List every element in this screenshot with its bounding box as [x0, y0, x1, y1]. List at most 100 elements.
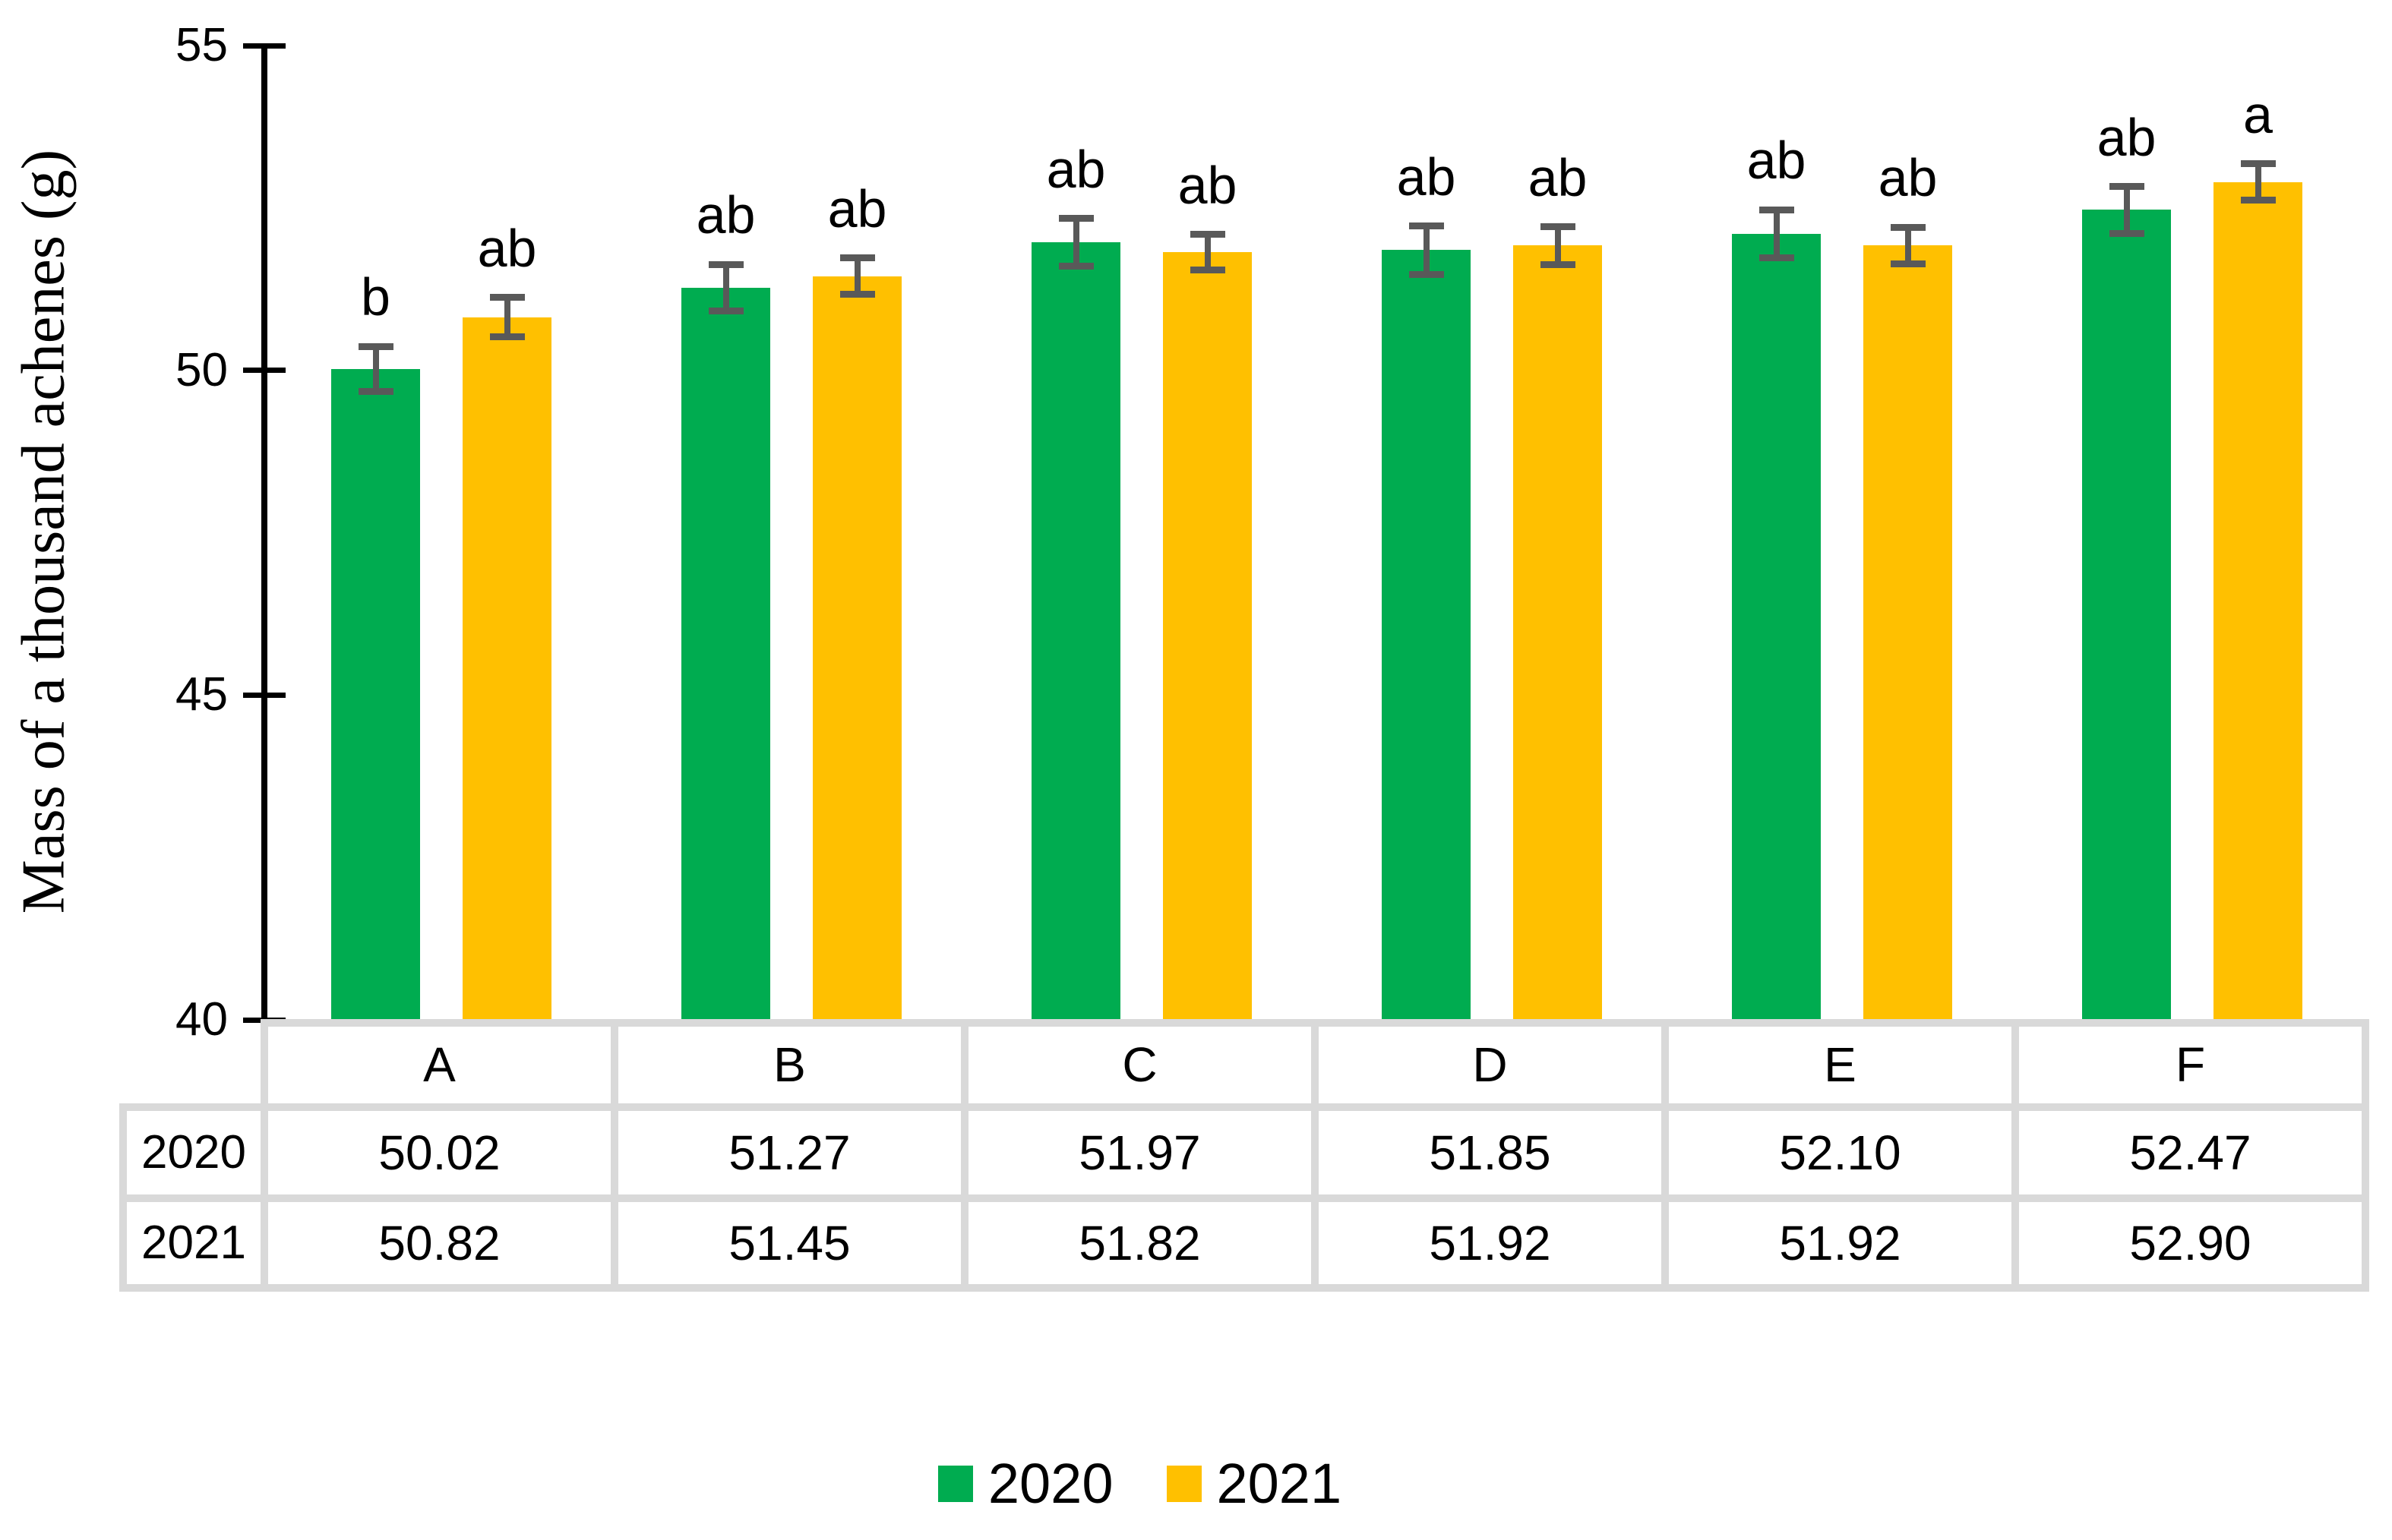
- bar-2020-E: [1732, 234, 1821, 1020]
- bar-2021-F: [2213, 181, 2302, 1020]
- error-bar-stem: [2123, 186, 2130, 234]
- legend-label-2020: 2020: [987, 1452, 1114, 1515]
- legend-swatch-2021: [1166, 1466, 1202, 1502]
- error-bar-cap-bottom: [1890, 260, 1926, 267]
- bar-2020-A: [331, 368, 420, 1020]
- legend-item-2021: 2021: [1166, 1452, 1342, 1515]
- sig-letter: ab: [2097, 107, 2157, 167]
- sig-letter: ab: [1177, 155, 1237, 215]
- error-bar-stem: [372, 346, 379, 392]
- table-row-label-2020: 2020: [141, 1126, 246, 1179]
- table-line: [2362, 1019, 2369, 1292]
- table-value-cell-2021-E: 51.92: [1779, 1216, 1901, 1270]
- table-header-cell-C: C: [1122, 1037, 1158, 1092]
- error-bar-cap-bottom: [1190, 266, 1225, 273]
- table-header-cell-B: B: [773, 1037, 806, 1092]
- y-axis-title: Mass of a thousand achenes (g): [10, 149, 77, 914]
- error-bar-cap-bottom: [489, 333, 525, 340]
- sig-letter: b: [361, 267, 390, 327]
- y-tick-label: 55: [175, 19, 228, 71]
- y-tick-label: 40: [175, 993, 228, 1046]
- table-header-cell-E: E: [1824, 1037, 1856, 1092]
- table-line: [119, 1103, 127, 1292]
- table-value-cell-2021-B: 51.45: [728, 1216, 851, 1270]
- sig-letter: a: [2243, 84, 2273, 144]
- sig-letter: ab: [1528, 147, 1588, 207]
- table-line: [611, 1019, 618, 1292]
- error-bar-stem: [504, 297, 510, 337]
- error-bar-stem: [1554, 226, 1561, 265]
- y-tick: [243, 692, 286, 698]
- table-value-cell-2020-B: 51.27: [728, 1125, 851, 1180]
- error-bar-stem: [722, 264, 729, 311]
- error-bar-cap-top: [1890, 223, 1926, 231]
- error-bar-cap-top: [2240, 160, 2276, 168]
- bar-2021-D: [1513, 245, 1602, 1020]
- error-bar-stem: [1204, 234, 1211, 270]
- error-bar-stem: [1073, 218, 1079, 267]
- table-value-cell-2020-D: 51.85: [1429, 1125, 1551, 1180]
- error-bar-stem: [1773, 210, 1780, 258]
- table-value-cell-2021-C: 51.82: [1079, 1216, 1201, 1270]
- table-header-cell-F: F: [2175, 1037, 2206, 1092]
- table-value-cell-2020-F: 52.47: [2129, 1125, 2251, 1180]
- bar-2020-C: [1032, 242, 1120, 1020]
- bar-2020-B: [681, 288, 770, 1020]
- table-value-cell-2020-C: 51.97: [1079, 1125, 1201, 1180]
- table-header-cell-D: D: [1472, 1037, 1508, 1092]
- legend-label-2021: 2021: [1216, 1452, 1342, 1515]
- table-row-label-2021: 2021: [141, 1217, 246, 1269]
- error-bar-cap-top: [839, 254, 875, 262]
- y-axis-line: [261, 46, 267, 1023]
- sig-letter: ab: [696, 185, 756, 245]
- y-tick: [243, 368, 286, 374]
- table-header-cell-A: A: [423, 1037, 456, 1092]
- error-bar-cap-bottom: [2240, 197, 2276, 204]
- table-line: [261, 1019, 268, 1292]
- error-bar-cap-top: [1408, 222, 1444, 230]
- bar-2021-C: [1163, 251, 1252, 1020]
- legend-swatch-2020: [937, 1466, 973, 1502]
- error-bar-cap-top: [358, 342, 393, 350]
- bar-2020-F: [2082, 210, 2171, 1020]
- sig-letter: ab: [1746, 131, 1806, 191]
- table-line: [1311, 1019, 1319, 1292]
- sig-letter: ab: [1396, 147, 1456, 207]
- table-line: [123, 1194, 2365, 1202]
- error-bar-cap-top: [489, 294, 525, 301]
- error-bar-stem: [854, 257, 861, 295]
- table-line: [123, 1103, 2365, 1111]
- error-bar-cap-top: [1540, 223, 1575, 231]
- table-line: [1661, 1019, 1669, 1292]
- table-line: [123, 1284, 2365, 1292]
- table-value-cell-2020-E: 52.10: [1779, 1125, 1901, 1180]
- legend-item-2020: 2020: [937, 1452, 1114, 1515]
- legend: 2020 2021: [0, 1452, 2336, 1515]
- error-bar-cap-top: [1758, 206, 1794, 213]
- table-value-cell-2021-D: 51.92: [1429, 1216, 1551, 1270]
- sig-letter: ab: [827, 178, 887, 238]
- error-bar-cap-top: [1190, 231, 1225, 238]
- bar-2021-B: [813, 276, 902, 1020]
- bar-2021-A: [463, 317, 551, 1020]
- error-bar-cap-bottom: [1540, 260, 1575, 268]
- error-bar-stem: [1904, 227, 1911, 264]
- table-value-cell-2021-F: 52.90: [2129, 1216, 2251, 1270]
- sig-letter: ab: [477, 218, 537, 278]
- y-tick-label: 50: [175, 343, 228, 396]
- error-bar-cap-bottom: [1408, 270, 1444, 278]
- sig-letter: ab: [1046, 139, 1106, 199]
- error-bar-cap-bottom: [839, 291, 875, 298]
- error-bar-cap-bottom: [1058, 263, 1094, 270]
- y-tick: [243, 43, 286, 49]
- error-bar-cap-top: [2109, 183, 2144, 191]
- table-value-cell-2020-A: 50.02: [378, 1125, 501, 1180]
- bar-2021-E: [1863, 245, 1952, 1020]
- error-bar-cap-top: [1058, 215, 1094, 222]
- table-line: [2011, 1019, 2019, 1292]
- error-bar-cap-bottom: [708, 308, 744, 315]
- bar-2020-D: [1382, 250, 1471, 1020]
- error-bar-cap-bottom: [2109, 229, 2144, 237]
- y-tick-label: 45: [175, 668, 228, 721]
